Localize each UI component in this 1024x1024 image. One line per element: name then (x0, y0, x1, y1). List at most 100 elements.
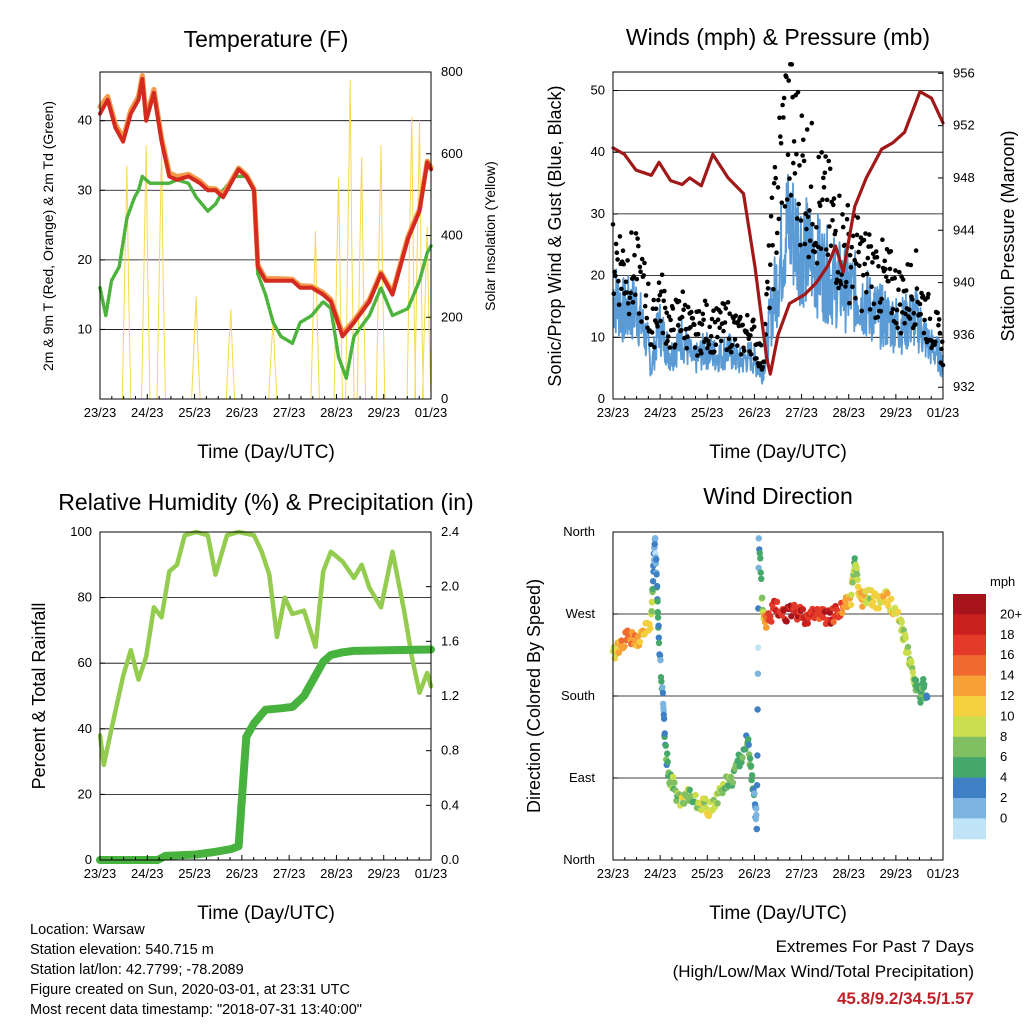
direction-point (739, 754, 746, 761)
direction-point (753, 825, 761, 833)
gust-point (778, 134, 783, 139)
humidity-axes: 0 20 40 60 80 100 0.0 0.4 0.8 1.2 1.6 2.0 2.4 23/23 24… (70, 524, 459, 881)
x-tick-label: 24/23 (131, 405, 164, 420)
direction-point (649, 578, 657, 585)
direction-point (702, 804, 710, 812)
direction-point (658, 678, 665, 685)
gust-point (699, 351, 704, 356)
gust-point (735, 343, 740, 348)
gust-point (861, 237, 867, 243)
gust-point (858, 235, 864, 240)
direction-point (662, 742, 669, 749)
x-tick-label: 24/23 (644, 866, 677, 881)
gust-point (758, 342, 764, 348)
extremes-box: Extremes For Past 7 Days (High/Low/Max W… (673, 935, 974, 1013)
gust-point (715, 334, 720, 340)
gust-point (680, 289, 686, 295)
gust-point (718, 310, 723, 315)
gust-point (830, 218, 835, 223)
gust-point (631, 274, 636, 279)
extremes-title: Extremes For Past 7 Days (775, 937, 974, 956)
gust-point (670, 306, 676, 311)
direction-point (673, 797, 680, 804)
colorbar-label: 20+ (1000, 606, 1022, 621)
gust-point (733, 313, 739, 319)
solar-spike (356, 157, 367, 400)
y-tick-label: West (566, 606, 596, 621)
gust-point (864, 290, 869, 295)
x-tick-label: 28/23 (320, 405, 353, 420)
gust-point (738, 352, 744, 357)
y-tick-label: 60 (78, 655, 92, 670)
solar-spike (422, 226, 432, 400)
direction-point (788, 613, 795, 620)
direction-point (753, 805, 760, 812)
gust-point (745, 312, 750, 318)
gust-point (796, 201, 801, 207)
gust-point (844, 216, 850, 222)
humidity-line (97, 529, 434, 768)
y2-tick-label: 944 (953, 222, 975, 237)
gust-point (794, 216, 800, 221)
colorbar-label: 8 (1000, 729, 1007, 744)
gust-point (937, 330, 943, 336)
direction-point (756, 550, 763, 557)
gust-point (886, 278, 891, 284)
gust-point (633, 292, 638, 298)
humidity-gridlines (100, 531, 431, 861)
pressure-line (611, 89, 945, 376)
direction-point (799, 606, 807, 613)
y-tick-label: 40 (591, 144, 605, 159)
colorbar-swatch (953, 614, 986, 636)
gust-point (821, 175, 826, 181)
direction-point (655, 634, 662, 641)
direction-point (664, 750, 671, 757)
direction-point (747, 762, 755, 770)
direction-point (654, 614, 662, 621)
colorbar-label: 6 (1000, 749, 1007, 764)
x-tick-label: 26/23 (226, 405, 259, 420)
gust-point (639, 256, 645, 262)
direction-point (745, 736, 752, 743)
gust-point (875, 314, 881, 320)
colorbar-swatch (953, 757, 986, 779)
gust-point (638, 269, 643, 275)
humidity-x-axis-label: Time (Day/UTC) (197, 903, 335, 924)
y2-tick-label: 2.4 (441, 524, 459, 539)
gust-point (652, 344, 657, 350)
direction-point (757, 569, 764, 576)
colorbar-swatch (953, 736, 986, 758)
gust-point (855, 215, 861, 220)
gust-point (840, 224, 846, 230)
gust-point (859, 308, 864, 314)
colorbar-label: 16 (1000, 647, 1014, 662)
y-tick-label: 40 (78, 113, 92, 128)
gust-point (827, 166, 833, 172)
gust-point (896, 287, 901, 293)
gust-point (814, 260, 820, 266)
solar-spike (156, 149, 166, 400)
colorbar-swatch (953, 818, 986, 840)
gust-point (862, 261, 867, 267)
gust-point (918, 312, 923, 317)
gust-point (768, 214, 774, 219)
precipitation-line (96, 645, 435, 864)
direction-point (754, 752, 761, 759)
gust-point (709, 316, 715, 322)
gust-point (765, 279, 770, 285)
y-tick-label: North (563, 524, 595, 539)
y-tick-label: 20 (591, 268, 605, 283)
y-tick-label: East (569, 770, 595, 785)
direction-point (729, 779, 737, 786)
gust-point (867, 232, 872, 237)
gust-point (701, 317, 706, 323)
temperature-y2-axis-label: Solar Insolation (Yellow) (482, 161, 498, 311)
direction-point (894, 608, 902, 615)
gust-point (616, 278, 621, 284)
direction-point (659, 689, 667, 697)
direction-point (863, 599, 870, 607)
winds-panel: Winds (mph) & Pressure (mb) 0 10 20 30 40 50 9… (545, 24, 1018, 463)
gust-point (777, 115, 782, 121)
gust-point (914, 286, 920, 291)
station-elevation: Station elevation: 540.715 m (30, 942, 214, 958)
